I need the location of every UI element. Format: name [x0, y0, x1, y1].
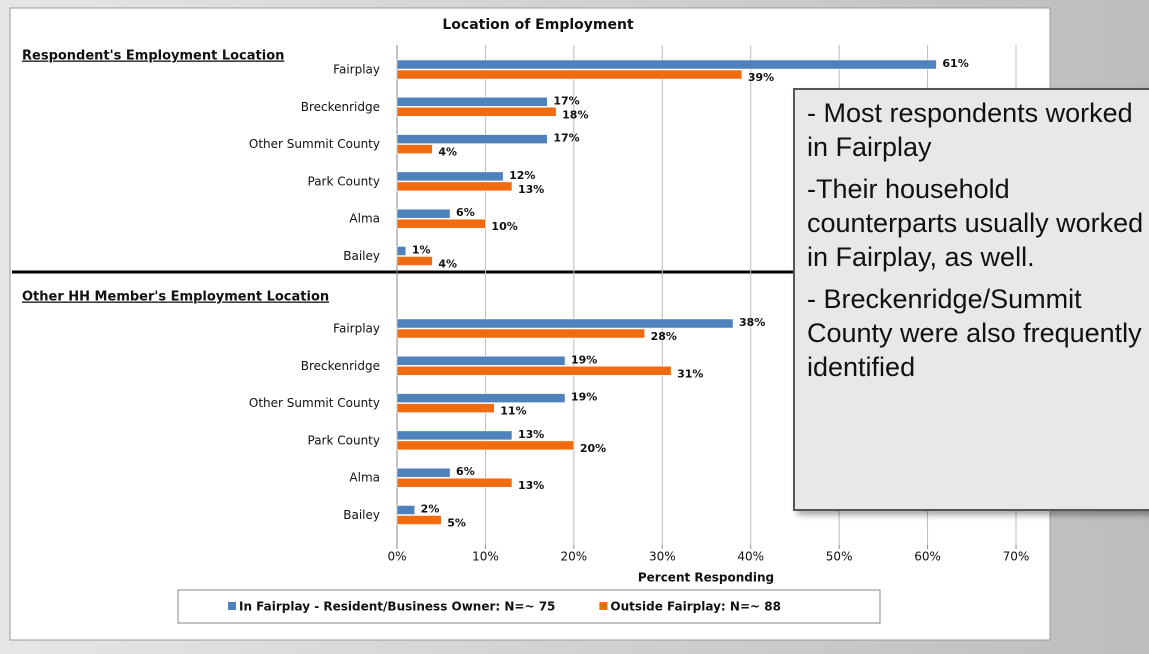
- callout-text: -Their household counterparts usually wo…: [807, 174, 1144, 272]
- bar: [396, 218, 486, 229]
- category-label: Park County: [308, 174, 381, 188]
- value-label: 6%: [456, 465, 475, 478]
- callout-text: - Most respondents worked in Fairplay: [807, 98, 1133, 162]
- bar: [396, 256, 433, 266]
- category-label: Other Summit County: [249, 137, 380, 151]
- value-label: 5%: [447, 517, 466, 530]
- bar: [396, 430, 513, 441]
- value-label: 1%: [412, 244, 431, 257]
- x-axis-label: Percent Responding: [638, 571, 774, 585]
- value-label: 28%: [651, 330, 677, 343]
- bar: [396, 440, 575, 451]
- bar: [396, 505, 415, 515]
- category-label: Park County: [308, 433, 381, 447]
- bar: [396, 208, 451, 219]
- legend-label: In Fairplay - Resident/Business Owner: N…: [239, 600, 555, 614]
- bar: [396, 328, 645, 339]
- x-tick-label: 60%: [914, 550, 941, 564]
- x-tick-label: 0%: [387, 550, 406, 564]
- x-tick-label: 20%: [561, 550, 588, 564]
- value-label: 12%: [509, 169, 535, 182]
- value-label: 13%: [518, 479, 544, 492]
- value-label: 4%: [438, 258, 457, 271]
- bar: [396, 97, 548, 107]
- chart-title: Location of Employment: [442, 17, 634, 33]
- value-label: 4%: [438, 146, 457, 159]
- x-tick-label: 10%: [472, 550, 499, 564]
- bar: [396, 515, 442, 525]
- legend-box: [177, 589, 881, 624]
- value-label: 10%: [491, 220, 517, 233]
- panel-title: Respondent's Employment Location: [22, 49, 284, 64]
- bar: [396, 246, 407, 256]
- value-label: 18%: [562, 108, 588, 121]
- bar: [396, 467, 451, 478]
- bar: [396, 144, 433, 154]
- category-label: Alma: [349, 471, 380, 485]
- category-label: Bailey: [343, 249, 380, 263]
- x-tick-label: 50%: [826, 550, 853, 564]
- value-label: 13%: [518, 183, 544, 196]
- bar: [396, 356, 566, 366]
- value-label: 17%: [553, 94, 579, 107]
- category-label: Breckenridge: [301, 100, 380, 114]
- value-label: 11%: [500, 405, 526, 418]
- value-label: 61%: [942, 57, 968, 70]
- category-label: Fairplay: [333, 63, 380, 77]
- bar: [396, 403, 495, 413]
- value-label: 39%: [748, 71, 774, 84]
- value-label: 31%: [677, 367, 703, 380]
- category-label: Alma: [349, 212, 380, 226]
- category-label: Fairplay: [333, 322, 380, 336]
- value-label: 20%: [580, 442, 606, 455]
- value-label: 19%: [571, 353, 597, 366]
- value-label: 19%: [571, 391, 597, 404]
- value-label: 2%: [421, 503, 440, 516]
- category-label: Other Summit County: [249, 396, 380, 410]
- panel-title: Other HH Member's Employment Location: [22, 290, 329, 305]
- bar: [396, 59, 937, 70]
- legend-swatch: [599, 602, 608, 610]
- value-label: 6%: [456, 206, 475, 219]
- x-tick-label: 40%: [737, 550, 764, 564]
- bar: [396, 171, 504, 182]
- bar: [396, 318, 734, 329]
- callout-text: - Breckenridge/Summit County were also f…: [807, 284, 1142, 382]
- x-tick-label: 30%: [649, 550, 676, 564]
- x-tick-label: 70%: [1003, 550, 1030, 564]
- bar: [396, 134, 548, 144]
- legend-swatch: [228, 602, 236, 610]
- legend-label: Outside Fairplay: N=~ 88: [610, 600, 781, 614]
- bar: [396, 181, 513, 192]
- category-label: Breckenridge: [301, 359, 380, 373]
- value-label: 38%: [739, 316, 765, 329]
- callout: - Most respondents worked in Fairplay -Th…: [793, 88, 1149, 511]
- value-label: 17%: [553, 132, 579, 145]
- value-label: 13%: [518, 428, 544, 441]
- bar: [396, 69, 743, 80]
- bar: [396, 477, 513, 488]
- bar: [396, 107, 557, 117]
- bar: [396, 366, 672, 376]
- bar: [396, 393, 566, 403]
- category-label: Bailey: [343, 508, 380, 522]
